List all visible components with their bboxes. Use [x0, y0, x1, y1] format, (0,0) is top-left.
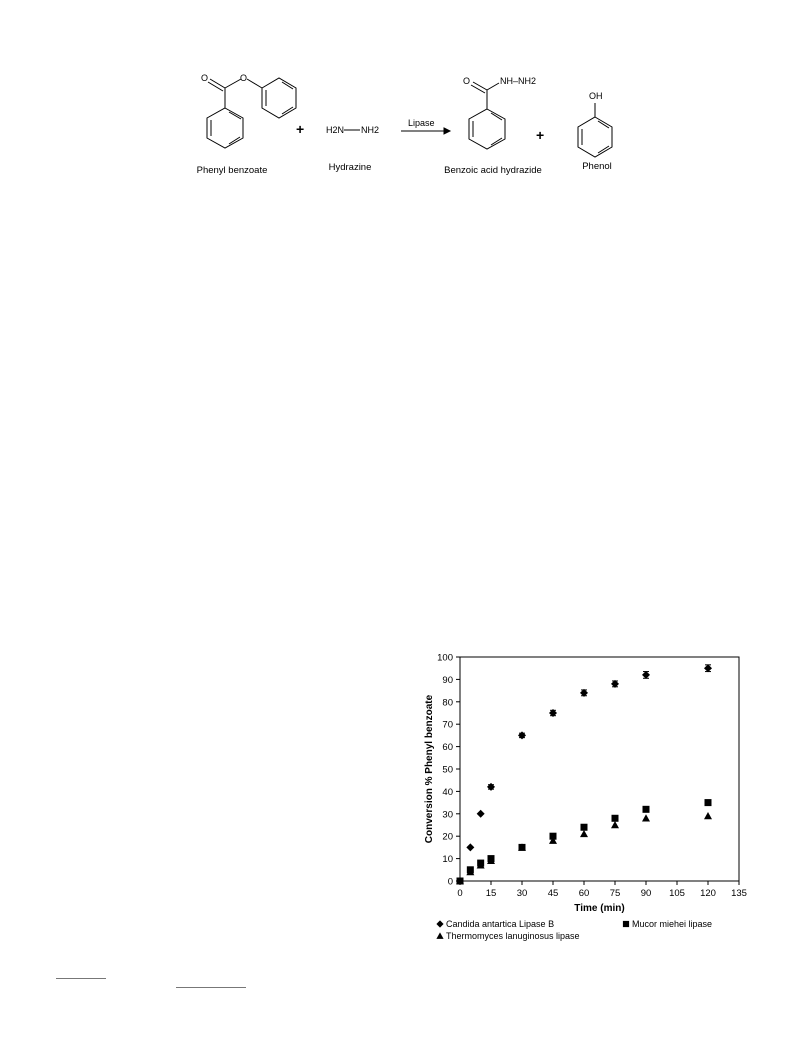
data-point-square — [456, 877, 464, 885]
x-tick-label: 75 — [610, 888, 621, 899]
compound-name-hydrazine: Hydrazine — [329, 162, 372, 173]
data-point-square — [611, 814, 619, 822]
legend-entry-label: Candida antartica Lipase B — [446, 919, 554, 929]
phenol-hydroxyl: OH — [589, 91, 603, 101]
y-tick-label: 60 — [442, 742, 453, 753]
benzene-ring-icon — [468, 108, 506, 150]
plus-sign-2: + — [536, 127, 544, 143]
conversion-chart: 0 15 30 45 60 75 90 105 120 135 0 10 20 30 40 50 60 70 80… — [424, 653, 747, 942]
compound-name-phenol: Phenol — [582, 161, 612, 172]
x-tick-label: 120 — [700, 888, 716, 899]
y-tick-label: 0 — [448, 877, 453, 888]
x-tick-label: 15 — [486, 888, 497, 899]
x-axis-label: Time (min) — [574, 903, 624, 914]
y-tick-label: 30 — [442, 809, 453, 820]
data-point-diamond — [518, 731, 526, 740]
legend: Candida antartica Lipase B Mucor miehei l… — [436, 919, 712, 941]
data-point-triangle — [611, 821, 619, 829]
series-square — [456, 799, 712, 885]
benzene-ring-icon — [577, 116, 613, 158]
x-tick-label: 45 — [548, 888, 559, 899]
y-tick-label: 90 — [442, 675, 453, 686]
footnote-rule-left — [56, 978, 106, 979]
hydrazide-chain: NH–NH2 — [500, 76, 536, 86]
y-tick-label: 80 — [442, 697, 453, 708]
data-point-diamond — [476, 809, 485, 818]
data-point-square — [549, 832, 557, 840]
data-point-diamond — [487, 782, 495, 791]
benzene-ring-icon — [206, 107, 244, 149]
y-tick-label: 100 — [437, 653, 453, 664]
data-point-diamond — [704, 664, 712, 673]
y-tick-label: 70 — [442, 720, 453, 731]
data-point-diamond — [642, 670, 650, 679]
x-tick-label: 0 — [457, 888, 462, 899]
data-point-diamond — [466, 843, 475, 852]
legend-marker-triangle — [436, 932, 444, 939]
ester-carbonyl-oxygen: O — [201, 73, 208, 83]
reaction-scheme: O O H2N NH2 O NH–NH2 OH + + Lipase Pheny… — [197, 73, 613, 176]
legend-marker-diamond — [436, 920, 444, 928]
y-tick-label: 50 — [442, 765, 453, 776]
x-tick-label: 30 — [517, 888, 528, 899]
benzene-ring-icon — [261, 77, 297, 119]
data-point-diamond — [549, 709, 557, 717]
y-tick-label: 40 — [442, 787, 453, 798]
x-tick-label: 90 — [641, 888, 652, 899]
arrow-label: Lipase — [408, 118, 435, 128]
y-tick-label: 10 — [442, 854, 453, 865]
hydrazide-oxygen: O — [463, 76, 470, 86]
plus-sign-1: + — [296, 121, 304, 137]
x-tick-label: 135 — [731, 888, 747, 899]
legend-marker-square — [622, 920, 630, 928]
series-diamond — [456, 664, 712, 885]
data-point-square — [580, 823, 588, 831]
compound-name-benzoic-acid-hydrazide: Benzoic acid hydrazide — [444, 165, 542, 176]
compound-name-phenyl-benzoate: Phenyl benzoate — [197, 165, 268, 176]
ester-link-oxygen: O — [240, 73, 247, 83]
y-axis-label: Conversion % Phenyl benzoate — [424, 694, 435, 843]
legend-entry-label: Mucor miehei lipase — [632, 919, 712, 929]
x-tick-label: 60 — [579, 888, 590, 899]
data-point-square — [704, 799, 712, 807]
data-point-diamond — [611, 679, 619, 688]
legend-entry-label: Thermomyces lanuginosus lipase — [446, 931, 580, 941]
data-point-triangle — [580, 829, 588, 838]
y-tick-label: 20 — [442, 832, 453, 843]
footnote-rule-right — [176, 987, 246, 988]
hydrazine-left-group: H2N — [326, 125, 344, 135]
data-point-square — [466, 866, 474, 874]
data-point-triangle — [642, 814, 650, 822]
data-point-triangle — [704, 812, 712, 820]
x-tick-label: 105 — [669, 888, 685, 899]
data-point-square — [642, 805, 650, 813]
hydrazine-right-group: NH2 — [361, 125, 379, 135]
data-point-square — [487, 855, 495, 863]
data-point-triangle — [549, 836, 557, 844]
data-point-square — [477, 859, 485, 867]
series-triangle — [456, 812, 712, 885]
data-point-diamond — [580, 688, 588, 697]
data-point-square — [518, 843, 526, 851]
plot-frame — [459, 656, 740, 882]
